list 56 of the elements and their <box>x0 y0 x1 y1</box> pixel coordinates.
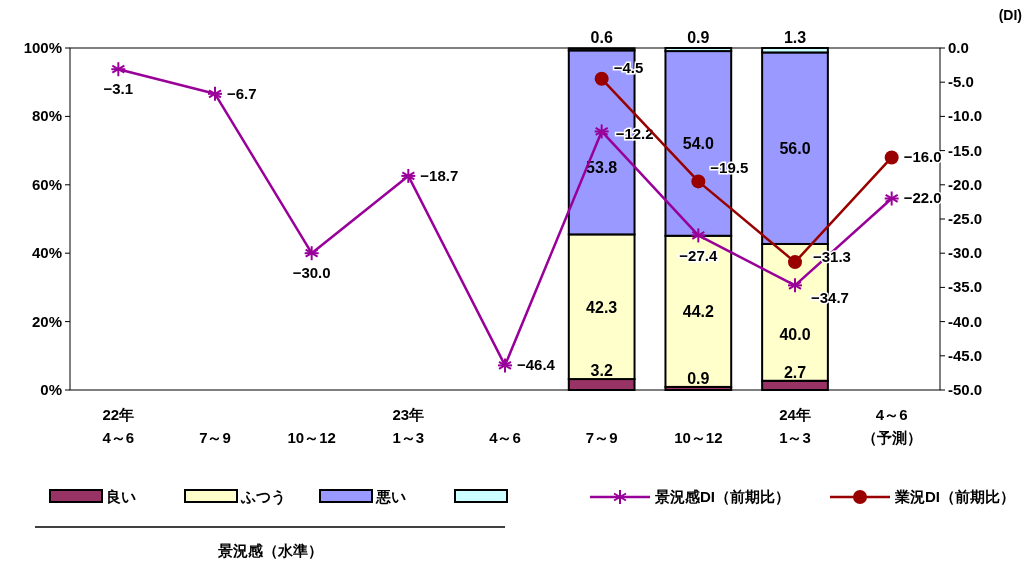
y-tick-label: 100% <box>23 39 62 56</box>
x-tick-label: 7～9 <box>199 429 231 446</box>
data-label: 0.6 <box>590 29 613 47</box>
y2-tick-label: -40.0 <box>948 312 983 330</box>
y2-tick-label: -5.0 <box>948 73 974 91</box>
point <box>884 150 899 165</box>
y-tick-label: 80% <box>31 107 62 125</box>
legend-label: 景況感DI（前期比） <box>654 488 790 505</box>
x-tick-label: 10～12 <box>674 429 723 446</box>
x-tick-label: 23年 1～3 <box>392 406 425 446</box>
data-label: 1.3 <box>783 29 807 46</box>
data-label: 56.0 <box>779 140 811 158</box>
y2-tick-label: -10.0 <box>948 107 983 125</box>
text: 景況感（水準） <box>216 542 323 559</box>
x-tick-label: 24年 1～3 <box>779 406 811 446</box>
y2-tick-label: -15.0 <box>948 141 983 159</box>
legend-label: 良い <box>106 488 136 505</box>
data-label: 40.0 <box>779 326 811 344</box>
data-label: −30.0 <box>292 264 331 282</box>
data-label: −6.7 <box>227 84 257 102</box>
data-label: 44.2 <box>682 303 715 321</box>
data-label: −46.4 <box>517 356 556 374</box>
legend-label: 業況DI（前期比） <box>894 488 1015 505</box>
data-label: 54.0 <box>682 135 715 153</box>
data-label: 0.9 <box>687 369 710 387</box>
y2-tick-label: -25.0 <box>948 210 983 227</box>
point <box>594 71 609 86</box>
data-label: −27.4 <box>679 247 718 265</box>
y-tick-label: 40% <box>31 244 62 262</box>
y2-axis-title: (DI) <box>998 7 1022 23</box>
point <box>691 174 706 189</box>
data-label: 2.7 <box>783 363 807 381</box>
data-label: 42.3 <box>586 298 618 316</box>
data-label: −16.0 <box>903 148 942 166</box>
data-label: −3.1 <box>103 80 134 98</box>
y2-tick-label: -30.0 <box>948 244 983 262</box>
y2-tick-label: 0.0 <box>948 39 969 56</box>
y-tick-label: 0% <box>40 381 62 398</box>
legend-label: 悪い <box>375 488 406 505</box>
y2-tick-label: -20.0 <box>948 175 983 193</box>
y2-tick-label: -50.0 <box>948 381 983 398</box>
data-label: −22.0 <box>903 189 942 207</box>
y2-tick-label: -45.0 <box>948 346 983 364</box>
data-label: 0.9 <box>687 29 710 46</box>
y-tick-label: 60% <box>31 175 62 193</box>
y2-tick-label: -35.0 <box>948 278 983 296</box>
x-tick-label: 7～9 <box>585 429 618 446</box>
x-tick-label: 4～6 <box>489 429 521 446</box>
x-tick-label: 22年 4～6 <box>102 406 135 446</box>
x-tick-label: 4～6 （予測） <box>861 406 922 446</box>
y-tick-label: 20% <box>31 312 62 330</box>
point <box>788 255 802 270</box>
data-label: 3.2 <box>590 362 613 380</box>
data-label: −18.7 <box>420 166 459 184</box>
legend-label: ふつう <box>240 488 286 506</box>
x-tick-label: 10～12 <box>287 429 336 446</box>
